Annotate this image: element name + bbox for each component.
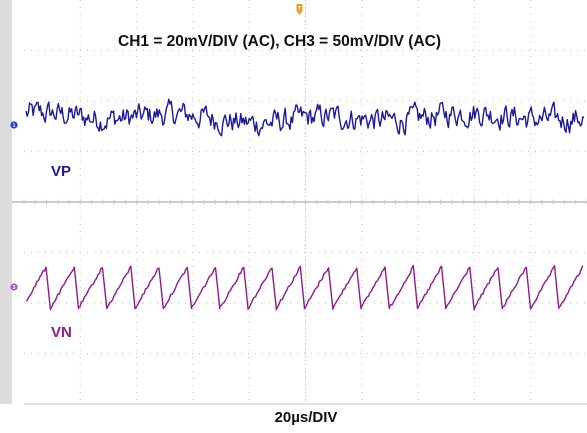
ch3-marker-label: 3 <box>13 285 16 291</box>
left-margin-bar <box>0 0 12 404</box>
graticule <box>12 0 587 405</box>
chart-title: CH1 = 20mV/DIV (AC), CH3 = 50mV/DIV (AC) <box>118 33 441 50</box>
traces <box>25 98 585 311</box>
series-label-vp: VP <box>51 163 71 180</box>
ch1-marker: 1 <box>10 121 18 129</box>
ch1-marker-label: 1 <box>13 123 16 129</box>
trigger-marker: T <box>296 4 303 15</box>
x-axis-label: 20µs/DIV <box>275 409 338 426</box>
trace-vp <box>25 98 585 137</box>
trigger-marker-label: T <box>298 6 301 12</box>
ch3-marker: 3 <box>10 283 18 291</box>
series-label-vn: VN <box>51 324 72 341</box>
trace-vn <box>25 264 584 311</box>
